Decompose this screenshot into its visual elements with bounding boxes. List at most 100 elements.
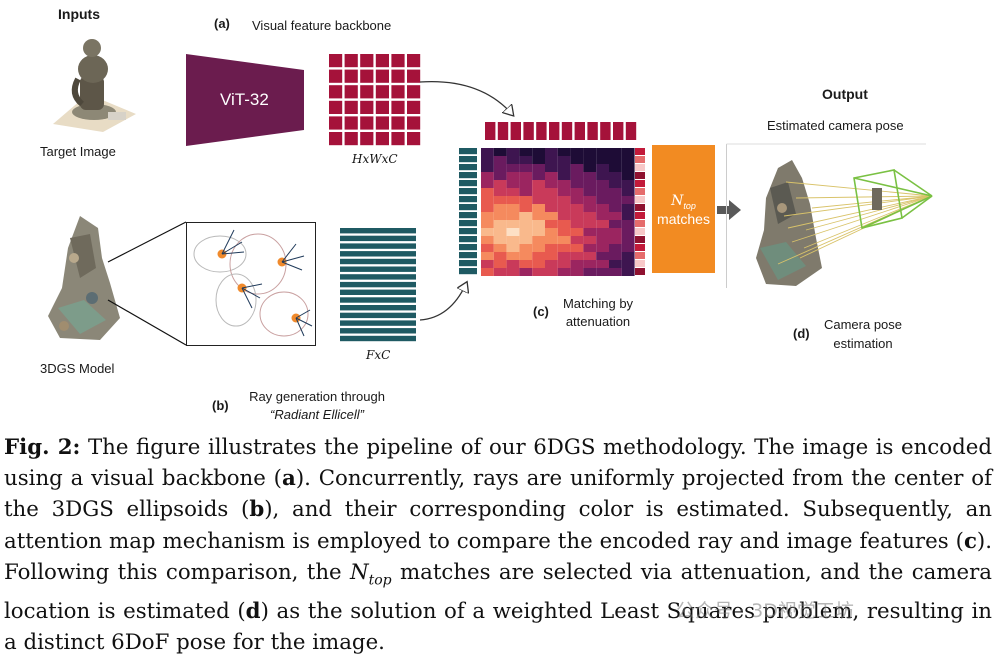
feature-cell <box>329 54 343 68</box>
attention-cell <box>609 212 622 220</box>
attention-cell <box>609 172 622 180</box>
attention-cell <box>545 228 558 236</box>
attention-cell <box>493 188 507 196</box>
attention-cell <box>545 204 558 212</box>
ray-feature-stack <box>340 228 416 342</box>
feature-cell <box>375 85 389 99</box>
pose-ray <box>803 195 933 249</box>
attention-cell <box>609 164 622 172</box>
attention-cell <box>532 244 545 252</box>
caption-ref-b: b <box>249 497 265 523</box>
feature-cell <box>360 100 374 114</box>
attention-cell <box>570 252 584 260</box>
attention-cell <box>481 236 494 244</box>
image-feature-grid <box>329 54 421 146</box>
caption-text-5: matches are selected via attenuation, an… <box>4 559 992 625</box>
attention-cell <box>532 180 545 188</box>
attention-cell <box>545 156 558 164</box>
attention-cell <box>481 212 494 220</box>
3dgs-model-label: 3DGS Model <box>40 361 115 376</box>
attention-cell <box>570 156 584 164</box>
attention-cell <box>621 204 635 212</box>
attention-cell <box>583 156 597 164</box>
ray-token <box>459 212 477 219</box>
attention-cell <box>481 244 494 252</box>
attention-cell <box>557 156 571 164</box>
panel-b-tag: (b) <box>212 398 229 413</box>
attention-cell <box>493 212 507 220</box>
feature-cell <box>375 132 389 146</box>
attention-cell <box>519 212 533 220</box>
ray-feature-bar <box>340 243 416 249</box>
feature-cell <box>391 54 405 68</box>
feature-cell <box>375 116 389 130</box>
ray-feature-bar <box>340 320 416 326</box>
selected-match-cell <box>635 148 645 155</box>
attention-cell <box>519 148 533 156</box>
feature-cell <box>344 132 358 146</box>
attention-cell <box>570 188 584 196</box>
attention-cell <box>596 212 609 220</box>
attention-cell <box>545 268 558 276</box>
attention-cell <box>481 260 494 268</box>
image-feature-dims: HxWxC <box>352 152 398 166</box>
panel-d-line1: Camera pose <box>823 317 903 332</box>
attention-cell <box>609 228 622 236</box>
attention-cell <box>506 188 520 196</box>
attention-cell <box>609 180 622 188</box>
attention-cell <box>609 148 622 156</box>
selected-match-cell <box>635 156 645 163</box>
image-token <box>574 122 585 140</box>
ray-feature-bar <box>340 297 416 303</box>
selected-match-cell <box>635 164 645 171</box>
ray-feature-bar <box>340 305 416 311</box>
attention-cell <box>621 180 635 188</box>
3dgs-model-thumbnail <box>48 216 120 340</box>
caption-label: Fig. 2: <box>4 435 81 460</box>
attention-cell <box>621 260 635 268</box>
attention-cell <box>532 236 545 244</box>
attention-cell <box>621 268 635 276</box>
attention-cell <box>519 236 533 244</box>
attention-cell <box>557 148 571 156</box>
selected-match-cell <box>635 260 645 267</box>
attention-cell <box>557 164 571 172</box>
attention-cell <box>609 220 622 228</box>
attention-cell <box>481 268 494 276</box>
attention-cell <box>493 236 507 244</box>
ntop-subscript: top <box>683 200 696 211</box>
attention-cell <box>583 260 597 268</box>
image-token <box>561 122 573 140</box>
attention-cell <box>545 180 558 188</box>
attention-cell <box>570 196 584 204</box>
selected-match-cell <box>635 204 645 211</box>
feature-cell <box>329 69 343 83</box>
attention-cell <box>570 148 584 156</box>
attention-cell <box>557 204 571 212</box>
attention-cell <box>532 148 545 156</box>
attention-cell <box>532 196 545 204</box>
watermark: 公众号 · 3D视觉工坊 <box>676 600 854 622</box>
feature-cell <box>344 54 358 68</box>
ray-token <box>459 268 477 275</box>
attention-cell <box>481 156 494 164</box>
attention-cell <box>596 244 609 252</box>
attention-cell <box>596 188 609 196</box>
attention-cell <box>545 196 558 204</box>
caption-ref-a: a <box>282 466 296 492</box>
attention-cell <box>493 196 507 204</box>
flow-arrows <box>419 80 995 321</box>
attention-cell <box>506 148 520 156</box>
attention-cell <box>493 252 507 260</box>
attention-cell <box>609 156 622 164</box>
feature-cell <box>375 54 389 68</box>
attention-cell <box>557 252 571 260</box>
attention-cell <box>596 228 609 236</box>
attention-cell <box>506 204 520 212</box>
attention-cell <box>583 172 597 180</box>
attention-cell <box>506 180 520 188</box>
attention-cell <box>583 188 597 196</box>
attention-cell <box>481 164 494 172</box>
figure-caption: Fig. 2: The figure illustrates the pipel… <box>4 432 992 659</box>
attention-cell <box>545 188 558 196</box>
